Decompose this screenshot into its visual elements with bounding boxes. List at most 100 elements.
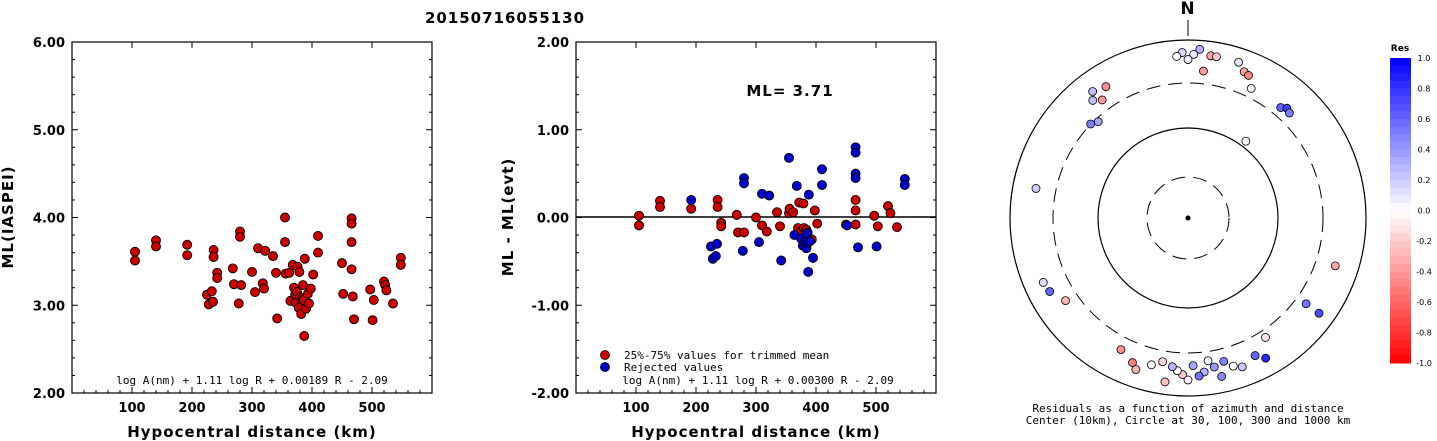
data-point [716, 221, 727, 232]
station-marker [1203, 356, 1213, 366]
epicenter [1185, 215, 1191, 221]
data-point [259, 283, 269, 294]
data-point [337, 258, 347, 269]
data-point [853, 242, 863, 253]
data-point [130, 246, 140, 257]
colorbar-tick-label: -0.6 [1416, 298, 1432, 307]
colorbar-swatch [1390, 73, 1411, 82]
data-point [130, 255, 140, 266]
colorbar-swatch [1390, 263, 1411, 272]
colorbar-swatch [1390, 324, 1411, 333]
station-marker [1212, 52, 1221, 62]
colorbar-swatch [1390, 248, 1411, 257]
data-point [280, 212, 290, 223]
data-point [313, 230, 323, 241]
data-point [299, 253, 310, 264]
data-point [809, 205, 820, 216]
data-point [280, 237, 290, 248]
station-marker [1031, 184, 1041, 193]
data-point [308, 269, 319, 280]
data-point [731, 209, 742, 220]
data-points [634, 142, 910, 277]
colorbar-swatch [1390, 302, 1411, 311]
station-marker [1088, 87, 1098, 96]
axis-ticks: 100 200 300 400 500 2.00 3.00 4.00 5.00 6.00 [33, 36, 432, 416]
station-marker [1234, 57, 1244, 67]
colorbar-swatch [1390, 195, 1411, 204]
y-tick-label: 5.00 [33, 124, 65, 139]
data-point [869, 210, 880, 221]
station-marker [1116, 345, 1126, 355]
station-marker [1241, 136, 1251, 146]
ml-iaspei-chart: 100 200 300 400 500 2.00 3.00 4.00 5.00 6.00 log … [0, 36, 433, 441]
data-point [842, 220, 853, 231]
station-marker [1183, 375, 1193, 385]
data-point [712, 238, 722, 249]
legend-marker-rejected [600, 362, 610, 372]
legend-marker-trimmed [600, 350, 610, 360]
legend-label-trimmed: 25%-75% values for trimmed mean [624, 349, 829, 362]
colorbar-swatch [1390, 119, 1411, 128]
station-marker [1194, 371, 1204, 381]
y-axis-label: ML - ML(evt) [499, 158, 517, 276]
data-points [130, 212, 406, 341]
colorbar-swatch [1390, 202, 1411, 211]
colorbar-tick-label: -0.2 [1416, 237, 1432, 246]
data-point [761, 226, 772, 237]
x-tick-label: 100 [622, 401, 649, 416]
colorbar-ticks: 1.0 0.8 0.6 0.4 0.2 0.0 -0.2 -0.4 -0.6 -0.8 -1.0 [1416, 54, 1432, 368]
colorbar-tick-label: 0.4 [1418, 146, 1431, 155]
station-marker [1228, 361, 1238, 371]
data-point [634, 210, 644, 221]
y-tick-label: 1.00 [537, 124, 569, 139]
colorbar-swatch [1390, 225, 1411, 234]
data-point [395, 259, 406, 270]
colorbar-tick-label: 1.0 [1418, 54, 1431, 63]
colorbar-swatch [1390, 256, 1411, 265]
colorbar-tick-label: 0.0 [1418, 207, 1431, 216]
data-point [791, 180, 802, 191]
x-tick-label: 300 [238, 401, 265, 416]
colorbar-swatch [1390, 180, 1411, 189]
data-point [803, 189, 814, 200]
data-point [686, 203, 697, 214]
station-marker [1167, 362, 1177, 372]
colorbar-swatch [1390, 317, 1411, 326]
x-tick-label: 100 [118, 401, 145, 416]
data-point [850, 219, 861, 230]
data-point [872, 221, 883, 232]
station-marker [1183, 55, 1193, 64]
data-point [208, 252, 219, 262]
x-tick-label: 400 [298, 401, 325, 416]
colorbar-swatch [1390, 126, 1411, 135]
polar-caption-1: Residuals as a function of azimuth and d… [1032, 402, 1343, 415]
colorbar-swatches [1390, 58, 1411, 364]
data-point [381, 285, 392, 296]
data-point [284, 267, 295, 278]
colorbar-swatch [1390, 271, 1411, 280]
data-point [388, 298, 398, 309]
colorbar-swatch [1390, 88, 1411, 97]
colorbar-swatch [1390, 164, 1411, 173]
data-point [798, 198, 809, 209]
data-point [885, 208, 896, 219]
ml-residual-chart: 100 200 300 400 500 -2.00 -1.00 0.00 1.00 2.00 ML… [499, 36, 937, 441]
colorbar-swatch [1390, 111, 1411, 120]
y-tick-label: 3.00 [33, 299, 65, 314]
colorbar-swatch [1390, 187, 1411, 196]
data-point [899, 180, 910, 190]
data-point [812, 218, 823, 229]
station-marker [1209, 362, 1219, 372]
x-axis-label: Hypocentral distance (km) [631, 423, 881, 441]
colorbar-tick-label: -1.0 [1416, 359, 1432, 368]
azimuth-residual-plot: N Residuals as a function of azimuth and… [1009, 0, 1367, 427]
figure-title: 20150716055130 [425, 9, 585, 27]
colorbar-swatch [1390, 279, 1411, 288]
data-point [686, 194, 697, 205]
data-point [850, 205, 861, 216]
data-point [151, 241, 161, 252]
data-point [368, 295, 379, 305]
colorbar-swatch [1390, 340, 1411, 349]
station-marker [1188, 361, 1198, 371]
